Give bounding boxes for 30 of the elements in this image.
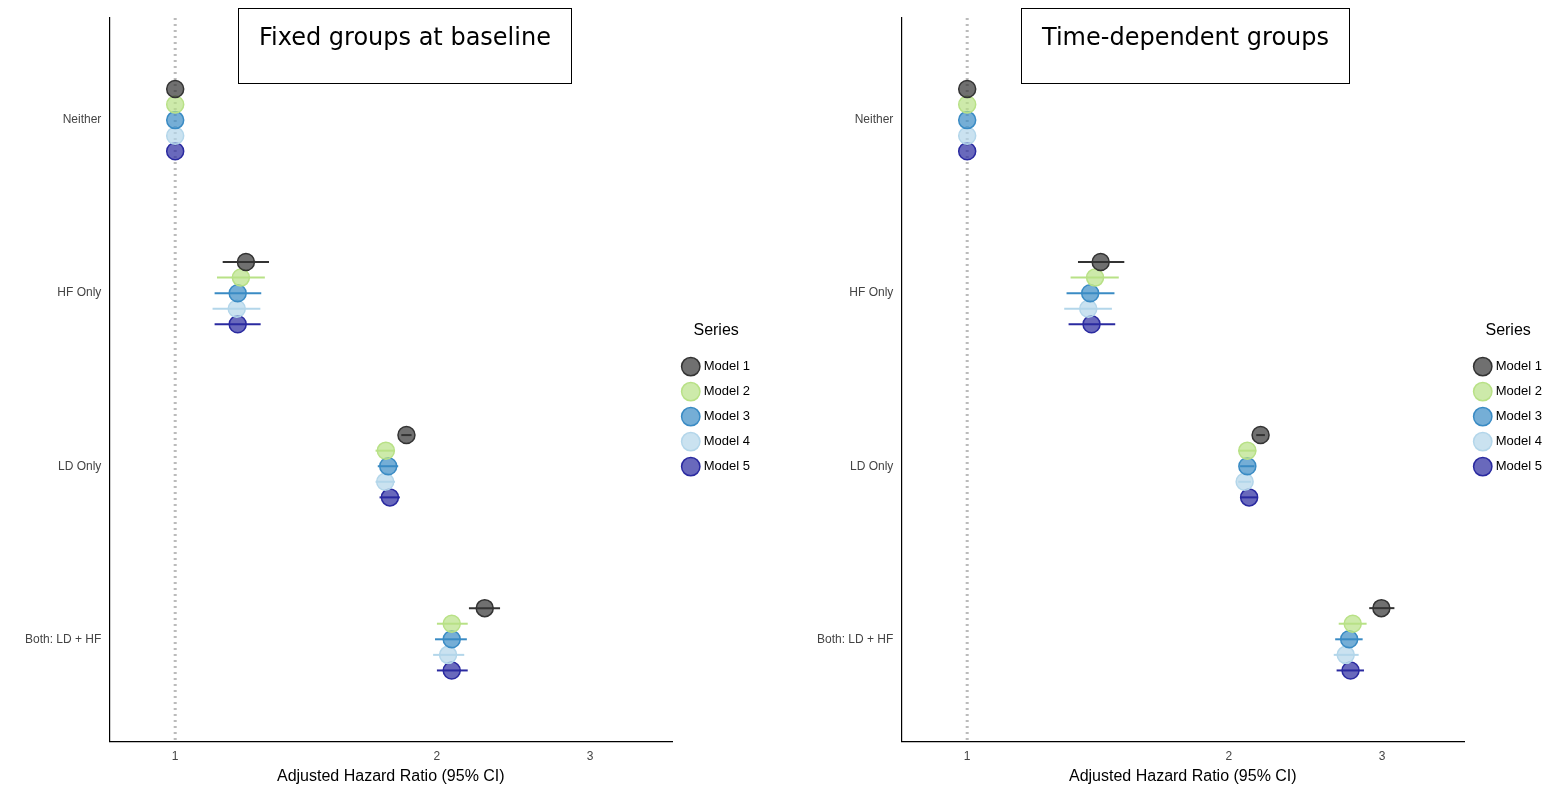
y-tick-label: HF Only bbox=[849, 285, 894, 300]
legend-label: Model 1 bbox=[703, 358, 750, 374]
y-tick-label: Both: LD + HF bbox=[24, 631, 102, 646]
x-tick-label: 1 bbox=[963, 748, 971, 763]
y-tick-label: LD Only bbox=[850, 458, 894, 473]
x-tick-label: 1 bbox=[171, 748, 179, 763]
x-tick-label: 3 bbox=[586, 748, 594, 763]
x-axis-title: Adjusted Hazard Ratio (95% CI) bbox=[1068, 766, 1297, 784]
y-tick-label: Neither bbox=[62, 112, 102, 127]
legend-title: Series bbox=[693, 321, 739, 339]
x-tick-label: 2 bbox=[1225, 748, 1233, 763]
legend-label: Model 2 bbox=[703, 383, 750, 399]
y-tick-label: LD Only bbox=[58, 458, 102, 473]
legend-label: Model 1 bbox=[1495, 358, 1542, 374]
x-axis-title: Adjusted Hazard Ratio (95% CI) bbox=[276, 766, 505, 784]
chart-title: Time-dependent groups bbox=[1021, 8, 1351, 84]
chart-title: Fixed groups at baseline bbox=[238, 8, 572, 84]
legend-label: Model 2 bbox=[1495, 383, 1542, 399]
y-tick-label: Both: LD + HF bbox=[816, 631, 894, 646]
y-tick-label: HF Only bbox=[57, 285, 102, 300]
legend-label: Model 3 bbox=[1495, 408, 1542, 424]
x-tick-label: 3 bbox=[1378, 748, 1386, 763]
y-tick-label: Neither bbox=[854, 112, 894, 127]
x-tick-label: 2 bbox=[433, 748, 441, 763]
legend-label: Model 4 bbox=[703, 433, 750, 449]
legend-label: Model 5 bbox=[1495, 458, 1542, 474]
legend-label: Model 4 bbox=[1495, 433, 1542, 449]
legend-title: Series bbox=[1485, 321, 1531, 339]
legend-label: Model 5 bbox=[703, 458, 750, 474]
legend-label: Model 3 bbox=[703, 408, 750, 424]
